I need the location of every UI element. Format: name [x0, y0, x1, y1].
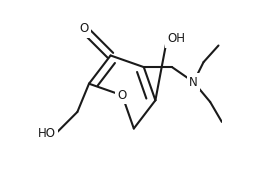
- Text: N: N: [189, 76, 198, 89]
- Text: O: O: [117, 89, 127, 102]
- Text: HO: HO: [38, 127, 56, 140]
- Text: OH: OH: [167, 32, 185, 45]
- Text: O: O: [79, 22, 89, 35]
